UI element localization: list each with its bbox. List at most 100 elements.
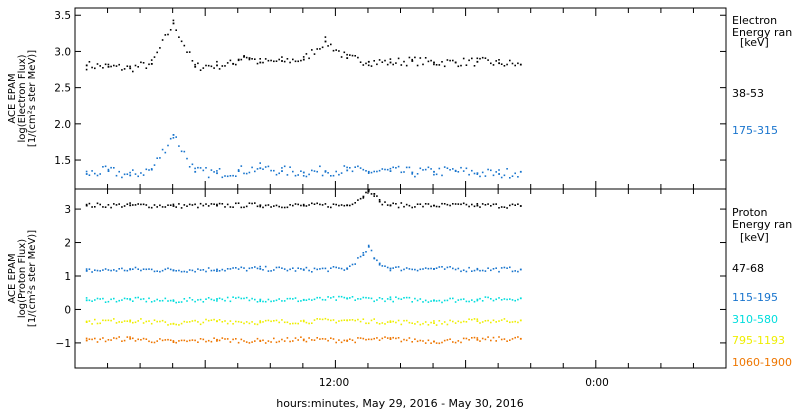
data-point (354, 299, 356, 301)
data-point (378, 59, 381, 61)
data-point (256, 205, 259, 208)
data-point (235, 175, 237, 177)
data-point (273, 320, 275, 322)
data-point (251, 297, 253, 300)
data-point (335, 321, 337, 324)
data-point (492, 203, 495, 206)
data-point (118, 63, 120, 66)
data-point (433, 322, 435, 324)
data-point (476, 298, 479, 301)
data-point (99, 338, 101, 341)
data-point (438, 64, 441, 66)
data-point (202, 321, 205, 324)
data-point (438, 266, 441, 268)
data-point (94, 299, 96, 301)
data-point (281, 167, 283, 169)
data-point (232, 323, 234, 325)
data-point (506, 340, 508, 342)
data-point (145, 168, 148, 171)
data-point (319, 338, 321, 340)
data-point (468, 339, 470, 341)
data-point (316, 296, 318, 299)
data-point (164, 268, 167, 271)
data-point (281, 60, 283, 62)
data-point (226, 322, 229, 325)
data-point (129, 174, 132, 177)
data-point (386, 204, 389, 206)
data-point (142, 298, 145, 300)
data-point (400, 171, 403, 174)
data-point (148, 297, 150, 300)
data-point (240, 165, 243, 167)
data-point (118, 268, 120, 270)
data-point (169, 204, 172, 206)
data-point (256, 168, 259, 170)
data-point (199, 323, 202, 326)
data-point (85, 204, 88, 207)
data-point (150, 341, 153, 344)
data-point (94, 318, 96, 321)
data-point (180, 339, 183, 342)
data-point (85, 68, 88, 71)
data-point (183, 270, 186, 273)
data-point (278, 321, 280, 324)
data-point (403, 319, 405, 322)
data-point (210, 65, 213, 68)
data-point (175, 206, 177, 208)
data-point (476, 338, 479, 341)
data-point (492, 336, 495, 339)
data-point (349, 204, 351, 207)
data-point (88, 174, 91, 176)
data-point (319, 296, 321, 299)
data-point (408, 337, 411, 339)
data-point (498, 207, 500, 209)
data-point (96, 297, 99, 300)
data-point (129, 65, 131, 68)
legend-entry: 1060-1900 (732, 356, 792, 369)
data-point (359, 320, 362, 323)
data-point (210, 169, 213, 171)
data-point (264, 204, 267, 207)
data-point (422, 169, 424, 171)
data-point (446, 323, 449, 326)
data-point (191, 269, 194, 272)
data-point (85, 299, 88, 302)
data-point (194, 339, 196, 342)
data-point (405, 339, 408, 342)
data-point (457, 299, 460, 301)
data-point (178, 324, 180, 326)
data-point (99, 270, 101, 272)
data-point (430, 205, 432, 208)
data-point (292, 58, 294, 61)
data-point (367, 338, 370, 341)
data-point (392, 267, 394, 269)
data-point (340, 319, 343, 322)
data-point (373, 195, 375, 197)
y-tick-label: 3.5 (54, 10, 71, 22)
data-point (351, 319, 354, 321)
data-point (216, 204, 218, 207)
data-point (519, 170, 522, 173)
data-point (473, 318, 476, 320)
data-point (311, 49, 313, 51)
data-point (365, 62, 367, 65)
data-point (221, 337, 224, 339)
data-point (340, 295, 343, 298)
data-point (302, 58, 305, 61)
data-point (384, 59, 386, 62)
data-point (308, 57, 310, 60)
data-point (433, 63, 435, 66)
data-point (370, 65, 373, 67)
data-point (221, 176, 224, 179)
data-point (308, 204, 310, 206)
data-point (262, 61, 264, 64)
data-point (481, 269, 484, 272)
data-point (367, 64, 370, 67)
data-point (476, 337, 479, 339)
data-point (433, 268, 435, 270)
data-point (503, 266, 506, 269)
data-point (110, 319, 112, 322)
data-point (267, 165, 270, 168)
data-point (248, 57, 251, 59)
